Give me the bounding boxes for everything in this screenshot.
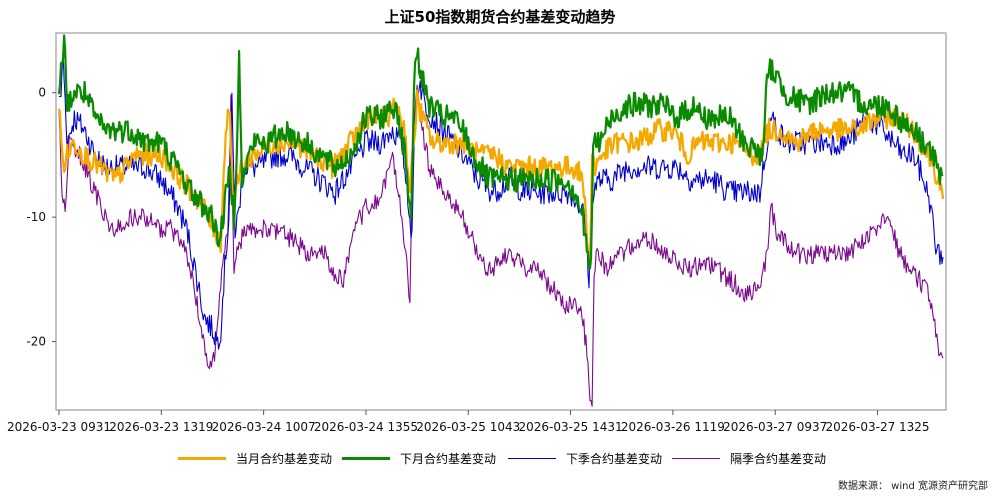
legend-label: 下季合约基差变动 — [566, 451, 663, 466]
legend-item-下月: 下月合约基差变动 — [342, 448, 496, 468]
legend-item-隔季: 隔季合约基差变动 — [672, 448, 826, 468]
legend-item-当月: 当月合约基差变动 — [178, 448, 332, 468]
y-tick-label: -20 — [26, 335, 46, 349]
x-tick-label: 2026-03-27 0937 — [723, 420, 827, 434]
x-tick-label: 2026-03-23 1319 — [109, 420, 213, 434]
y-tick-label: -10 — [26, 210, 46, 224]
x-tick-label: 2026-03-25 1431 — [519, 420, 623, 434]
x-tick-label: 2026-03-26 1119 — [621, 420, 725, 434]
chart-title: 上证50指数期货合约基差变动趋势 — [384, 8, 616, 26]
y-tick-label: 0 — [38, 86, 46, 100]
legend-label: 当月合约基差变动 — [236, 451, 333, 466]
plot-area — [55, 32, 947, 411]
legend-swatch-orange — [178, 456, 226, 460]
x-tick-label: 2026-03-27 1325 — [825, 420, 929, 434]
legend-item-下季: 下季合约基差变动 — [508, 448, 662, 468]
x-tick-label: 2026-03-25 1043 — [416, 420, 520, 434]
x-tick-label: 2026-03-23 0931 — [7, 420, 111, 434]
series-line-1 — [57, 34, 944, 270]
series-line-3 — [58, 84, 944, 407]
x-tick-label: 2026-03-24 1007 — [212, 420, 316, 434]
series-line-2 — [58, 52, 944, 350]
legend-swatch-purple — [672, 457, 720, 459]
legend-label: 隔季合约基差变动 — [730, 451, 827, 466]
chart-legend: 当月合约基差变动 下月合约基差变动 下季合约基差变动 隔季合约基差变动 — [0, 448, 1000, 468]
legend-swatch-blue — [508, 457, 556, 459]
data-source-note: 数据来源： wind 宽源资产研究部 — [838, 481, 988, 492]
x-tick-label: 2026-03-24 1355 — [314, 420, 418, 434]
legend-label: 下月合约基差变动 — [400, 451, 497, 466]
legend-swatch-green — [342, 456, 390, 460]
